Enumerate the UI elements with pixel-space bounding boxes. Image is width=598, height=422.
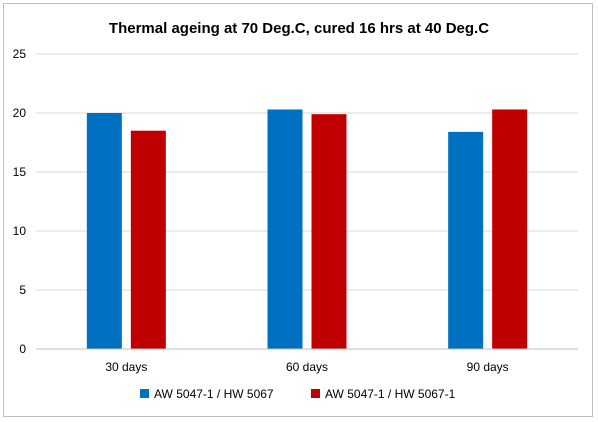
y-tick-label: 20	[13, 106, 27, 120]
y-tick-label: 15	[13, 165, 27, 179]
bar-1-90-days	[448, 131, 484, 349]
gridlines	[36, 53, 578, 291]
legend-swatch	[311, 389, 320, 398]
x-tick-label: 60 days	[286, 360, 328, 374]
y-tick-label: 5	[19, 283, 26, 297]
x-axis-ticks: 30 days 60 days 90 days	[105, 360, 508, 374]
legend: AW 5047-1 / HW 5067 AW 5047-1 / HW 5067-1	[140, 387, 456, 401]
bar-1-30-days	[86, 113, 122, 349]
legend-swatch	[140, 389, 149, 398]
bar-1-60-days	[267, 109, 303, 350]
legend-label: AW 5047-1 / HW 5067	[154, 387, 274, 401]
y-tick-label: 10	[13, 224, 27, 238]
x-tick-label: 90 days	[467, 360, 509, 374]
chart-title: Thermal ageing at 70 Deg.C, cured 16 hrs…	[109, 20, 489, 37]
bar-2-90-days	[492, 109, 528, 350]
x-tick-label: 30 days	[105, 360, 147, 374]
bar-2-30-days	[130, 130, 166, 349]
y-tick-label: 0	[19, 342, 26, 356]
legend-label: AW 5047-1 / HW 5067-1	[325, 387, 456, 401]
bars	[86, 109, 528, 350]
y-tick-label: 25	[13, 47, 27, 61]
bar-2-60-days	[311, 114, 347, 350]
y-axis-ticks: 0 5 10 15 20 25	[13, 47, 27, 356]
